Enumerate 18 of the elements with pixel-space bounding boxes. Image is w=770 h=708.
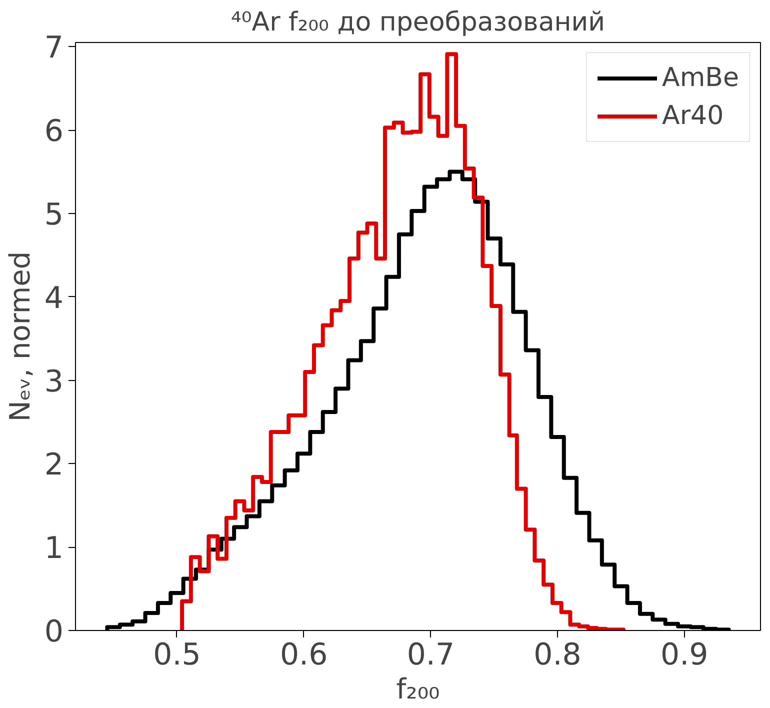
y-tick-label: 2 bbox=[44, 448, 64, 483]
x-tick-label: 0.9 bbox=[660, 638, 708, 672]
y-tick-label: 4 bbox=[44, 280, 64, 316]
y-tick-label: 0 bbox=[44, 614, 64, 650]
y-tick-label: 3 bbox=[44, 364, 64, 400]
legend-label: AmBe bbox=[662, 63, 739, 93]
chart-title: ⁴⁰Ar f₂₀₀ до преобразований bbox=[230, 8, 606, 38]
y-tick-label: 1 bbox=[44, 531, 64, 566]
x-tick-label: 0.6 bbox=[280, 638, 328, 672]
y-tick-label: 5 bbox=[44, 197, 64, 232]
x-tick-label: 0.5 bbox=[153, 638, 201, 672]
legend-label: Ar40 bbox=[662, 101, 724, 131]
y-tick-label: 7 bbox=[44, 30, 64, 66]
x-tick-label: 0.8 bbox=[534, 638, 582, 672]
y-tick-label: 6 bbox=[44, 114, 64, 150]
x-tick-label: 0.7 bbox=[406, 638, 455, 672]
y-axis-title: Nₑᵥ, normed bbox=[3, 251, 36, 422]
x-axis-title: f₂₀₀ bbox=[396, 672, 440, 706]
